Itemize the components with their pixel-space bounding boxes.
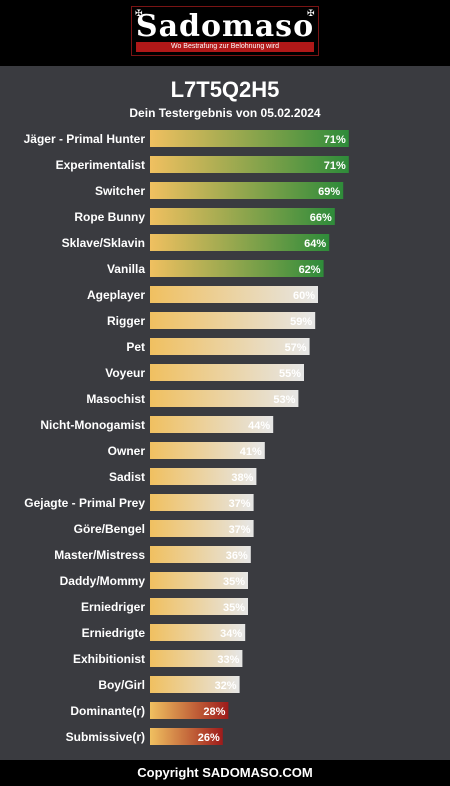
value-label: 60%	[293, 290, 315, 302]
category-label: Switcher	[95, 184, 145, 198]
value-label: 33%	[217, 654, 239, 666]
bar	[150, 208, 335, 225]
header-bar: ✠ ✠ Sadomaso Wo Bestrafung zur Belohnung…	[0, 0, 450, 66]
category-label: Sklave/Sklavin	[62, 236, 145, 250]
value-label: 69%	[318, 186, 340, 198]
site-logo[interactable]: ✠ ✠ Sadomaso Wo Bestrafung zur Belohnung…	[131, 6, 319, 56]
bar	[150, 572, 248, 589]
bar	[150, 494, 254, 511]
result-subtitle: Dein Testergebnis von 05.02.2024	[129, 106, 321, 120]
footer-copyright[interactable]: Copyright SADOMASO.COM	[0, 760, 450, 786]
bar	[150, 416, 274, 433]
category-label: Masochist	[86, 392, 145, 406]
value-label: 38%	[231, 472, 253, 484]
bar	[150, 442, 265, 459]
value-label: 62%	[299, 264, 321, 276]
value-label: 66%	[310, 212, 332, 224]
bar	[150, 286, 318, 303]
category-label: Owner	[108, 444, 146, 458]
bar	[150, 702, 229, 719]
value-label: 32%	[215, 680, 237, 692]
bar	[150, 650, 243, 667]
category-label: Erniedrigte	[82, 626, 146, 640]
category-label: Rope Bunny	[74, 210, 145, 224]
category-label: Boy/Girl	[98, 678, 145, 692]
bar	[150, 260, 324, 277]
cross-icon: ✠	[307, 8, 315, 18]
category-label: Rigger	[107, 314, 145, 328]
category-label: Submissive(r)	[66, 730, 145, 744]
category-label: Ageplayer	[87, 288, 145, 302]
value-label: 35%	[223, 602, 245, 614]
value-label: 35%	[223, 576, 245, 588]
bar	[150, 338, 310, 355]
value-label: 28%	[203, 706, 225, 718]
logo-wordmark: Sadomaso	[135, 9, 315, 44]
category-label: Master/Mistress	[54, 548, 145, 562]
bar	[150, 234, 330, 251]
result-title: L7T5Q2H5	[170, 77, 280, 102]
value-label: 55%	[279, 368, 301, 380]
category-label: Dominante(r)	[70, 704, 145, 718]
category-label: Sadist	[109, 470, 145, 484]
bar	[150, 728, 223, 745]
value-label: 71%	[324, 160, 346, 172]
value-label: 34%	[220, 628, 242, 640]
bar	[150, 130, 349, 147]
value-label: 71%	[324, 134, 346, 146]
category-label: Exhibitionist	[73, 652, 145, 666]
value-label: 59%	[290, 316, 312, 328]
category-label: Vanilla	[107, 262, 145, 276]
bar	[150, 520, 254, 537]
bar	[150, 312, 316, 329]
category-label: Gejagte - Primal Prey	[24, 496, 145, 510]
bar	[150, 364, 304, 381]
category-label: Daddy/Mommy	[60, 574, 146, 588]
category-label: Pet	[126, 340, 145, 354]
value-label: 37%	[229, 498, 251, 510]
logo-tagline: Wo Bestrafung zur Belohnung wird	[136, 42, 314, 52]
bar	[150, 624, 246, 641]
value-label: 64%	[304, 238, 326, 250]
category-label: Göre/Bengel	[74, 522, 145, 536]
bar	[150, 468, 257, 485]
bar	[150, 390, 299, 407]
bar	[150, 546, 251, 563]
bar	[150, 676, 240, 693]
category-label: Voyeur	[105, 366, 145, 380]
value-label: 57%	[285, 342, 307, 354]
category-label: Jäger - Primal Hunter	[24, 132, 146, 146]
category-label: Experimentalist	[56, 158, 145, 172]
value-label: 37%	[229, 524, 251, 536]
bar	[150, 598, 248, 615]
value-label: 26%	[198, 732, 220, 744]
value-label: 36%	[226, 550, 248, 562]
value-label: 44%	[248, 420, 270, 432]
value-label: 41%	[240, 446, 262, 458]
bar	[150, 156, 349, 173]
cross-icon: ✠	[135, 8, 143, 18]
category-label: Erniedriger	[81, 600, 145, 614]
category-label: Nicht-Monogamist	[40, 418, 145, 432]
bar	[150, 182, 344, 199]
value-label: 53%	[273, 394, 295, 406]
